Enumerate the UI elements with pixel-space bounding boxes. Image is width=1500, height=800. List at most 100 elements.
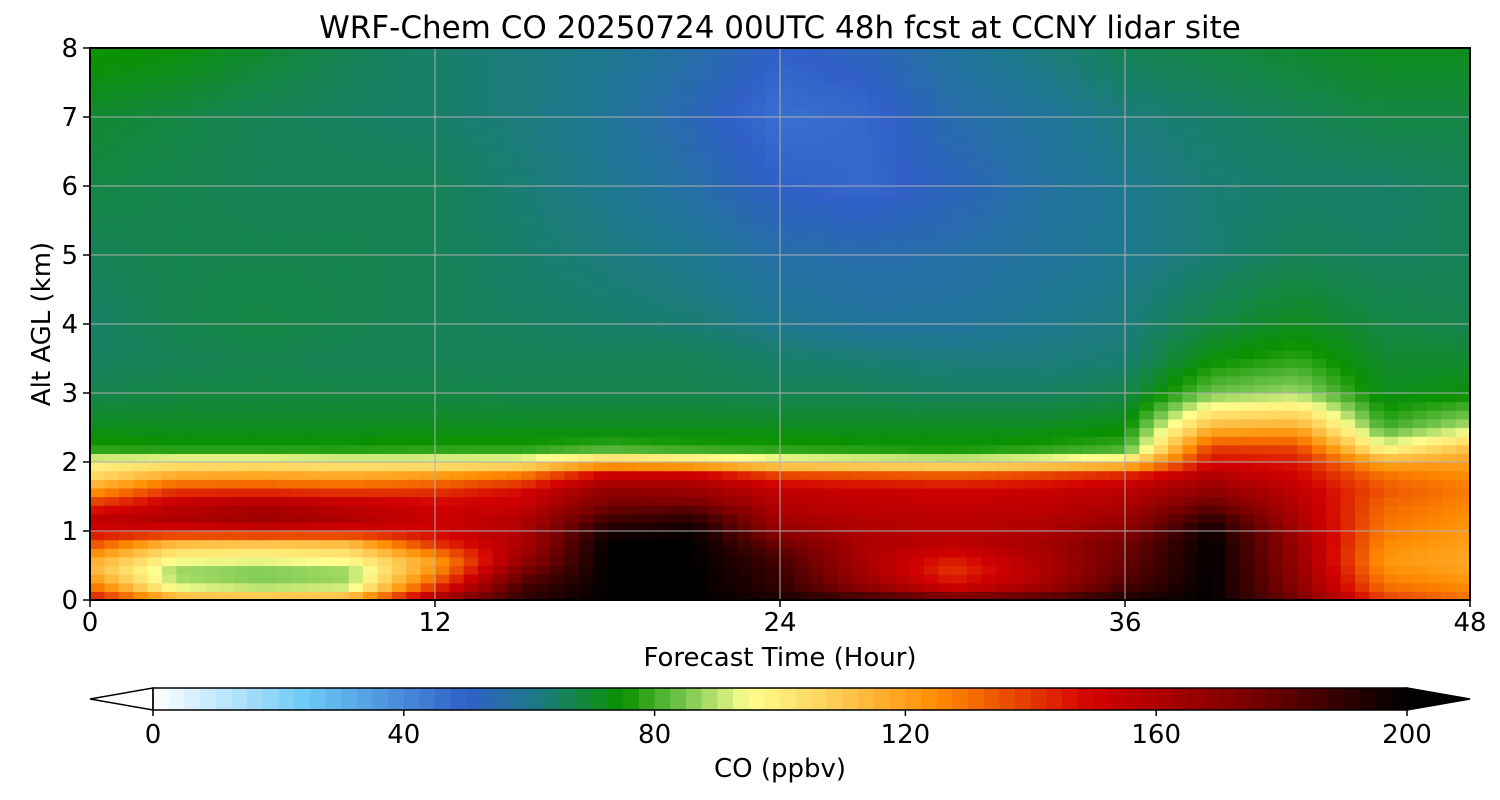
heatmap-cell	[521, 574, 537, 584]
heatmap-cell	[751, 401, 767, 411]
heatmap-cell	[478, 548, 494, 558]
heatmap-cell	[851, 470, 867, 480]
heatmap-cell	[923, 487, 939, 498]
heatmap-cell	[722, 574, 738, 584]
heatmap-cell	[736, 168, 752, 178]
heatmap-cell	[1182, 513, 1198, 523]
heatmap-cell	[550, 574, 565, 584]
heatmap-cell	[1024, 194, 1040, 204]
heatmap-cell	[550, 496, 565, 506]
heatmap-cell	[1067, 470, 1083, 480]
heatmap-cell	[1038, 556, 1054, 567]
heatmap-cell	[1081, 151, 1097, 161]
heatmap-cell	[233, 168, 249, 178]
heatmap-cell	[909, 280, 925, 291]
heatmap-cell	[1024, 548, 1040, 558]
heatmap-cell	[1441, 582, 1457, 592]
heatmap-cell	[535, 229, 551, 239]
heatmap-cell	[449, 160, 465, 170]
heatmap-cell	[995, 255, 1011, 265]
heatmap-cell	[1225, 177, 1241, 187]
heatmap-cell	[176, 324, 192, 334]
heatmap-cell	[176, 280, 192, 291]
heatmap-cell	[1441, 186, 1457, 196]
heatmap-cell	[880, 462, 896, 472]
heatmap-cell	[693, 177, 709, 187]
heatmap-cell	[1355, 479, 1370, 489]
heatmap-cell	[981, 203, 997, 213]
heatmap-cell	[1096, 367, 1112, 377]
heatmap-cell	[492, 470, 508, 480]
heatmap-cell	[1455, 513, 1471, 523]
heatmap-cell	[535, 393, 551, 403]
heatmap-cell	[492, 582, 508, 592]
heatmap-cell	[1355, 531, 1370, 541]
heatmap-cell	[1081, 263, 1097, 273]
heatmap-cell	[219, 505, 235, 515]
heatmap-cell	[1240, 375, 1255, 385]
heatmap-cell	[233, 591, 249, 601]
heatmap-cell	[621, 263, 637, 273]
heatmap-cell	[219, 263, 235, 273]
heatmap-cell	[147, 513, 163, 523]
heatmap-cell	[420, 393, 436, 403]
heatmap-cell	[276, 462, 292, 472]
heatmap-cell	[90, 367, 105, 377]
heatmap-cell	[923, 531, 939, 541]
heatmap-cell	[1254, 203, 1270, 213]
heatmap-cell	[1283, 401, 1299, 411]
heatmap-cell	[823, 401, 839, 411]
heatmap-cell	[607, 384, 623, 394]
heatmap-cell	[1153, 324, 1169, 334]
heatmap-cell	[1024, 591, 1040, 601]
heatmap-cell	[406, 306, 422, 316]
heatmap-cell	[1067, 496, 1083, 506]
heatmap-cell	[1153, 255, 1169, 265]
heatmap-cell	[780, 591, 795, 601]
heatmap-cell	[995, 315, 1011, 325]
heatmap-cell	[708, 505, 724, 515]
heatmap-cell	[161, 341, 177, 351]
heatmap-cell	[679, 479, 695, 489]
heatmap-cell	[808, 324, 824, 334]
heatmap-cell	[535, 410, 551, 420]
heatmap-cell	[233, 375, 249, 385]
heatmap-cell	[377, 237, 393, 247]
heatmap-cell	[823, 237, 839, 247]
heatmap-cell	[794, 289, 810, 299]
heatmap-cell	[391, 479, 407, 489]
heatmap-cell	[1240, 229, 1255, 239]
heatmap-cell	[406, 591, 422, 601]
heatmap-cell	[636, 548, 652, 558]
heatmap-cell	[1340, 410, 1356, 420]
heatmap-cell	[693, 410, 709, 420]
heatmap-cell	[205, 410, 220, 420]
heatmap-cell	[1355, 237, 1370, 247]
heatmap-cell	[1268, 160, 1284, 170]
heatmap-cell	[780, 349, 795, 360]
heatmap-cell	[391, 401, 407, 411]
heatmap-cell	[535, 272, 551, 282]
heatmap-cell	[665, 280, 680, 291]
heatmap-cell	[492, 160, 508, 170]
heatmap-cell	[147, 393, 163, 403]
heatmap-cell	[104, 410, 120, 420]
heatmap-cell	[722, 436, 738, 446]
heatmap-cell	[506, 306, 522, 316]
heatmap-cell	[1426, 332, 1442, 342]
heatmap-cell	[133, 444, 149, 454]
heatmap-cell	[1168, 246, 1184, 256]
heatmap-cell	[578, 487, 594, 498]
heatmap-cell	[880, 574, 896, 584]
heatmap-cell	[751, 427, 767, 437]
heatmap-cell	[679, 401, 695, 411]
heatmap-cell	[219, 367, 235, 377]
heatmap-cell	[981, 186, 997, 196]
heatmap-cell	[1139, 229, 1155, 239]
heatmap-cell	[133, 315, 149, 325]
heatmap-cell	[923, 324, 939, 334]
heatmap-cell	[765, 160, 781, 170]
heatmap-cell	[406, 186, 422, 196]
heatmap-cell	[104, 211, 120, 222]
heatmap-cell	[938, 160, 954, 170]
